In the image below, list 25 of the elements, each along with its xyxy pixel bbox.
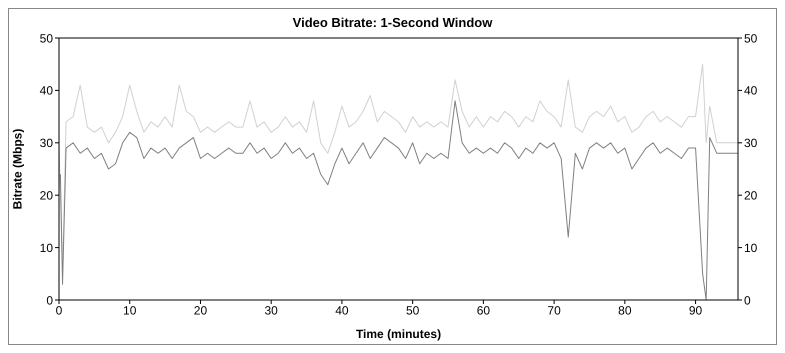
x-tick-label: 30 bbox=[264, 304, 278, 318]
y-tick-label: 40 bbox=[40, 84, 54, 98]
y2-tick-label: 30 bbox=[744, 136, 758, 150]
y2-tick-label: 20 bbox=[744, 188, 758, 202]
x-tick-label: 60 bbox=[476, 304, 490, 318]
y-tick-label: 50 bbox=[40, 31, 54, 46]
y-axis-title: Bitrate (Mbps) bbox=[10, 128, 24, 210]
y2-tick-label: 10 bbox=[744, 240, 758, 255]
y-tick-label: 10 bbox=[40, 240, 54, 255]
x-tick-label: 70 bbox=[547, 304, 562, 318]
y-tick-label: 20 bbox=[40, 188, 54, 202]
y-tick-label: 30 bbox=[40, 136, 54, 150]
y2-tick-label: 40 bbox=[744, 84, 758, 98]
x-axis-title: Time (minutes) bbox=[356, 327, 442, 341]
x-tick-label: 20 bbox=[194, 304, 208, 318]
x-tick-label: 50 bbox=[406, 304, 420, 318]
y-tick-label: 0 bbox=[46, 293, 54, 308]
x-tick-label: 80 bbox=[618, 304, 632, 318]
x-tick-label: 90 bbox=[688, 304, 703, 318]
x-tick-label: 0 bbox=[56, 304, 63, 318]
x-tick-label: 10 bbox=[123, 304, 137, 318]
chart-title: Video Bitrate: 1-Second Window bbox=[292, 15, 494, 30]
y2-tick-label: 0 bbox=[744, 293, 751, 308]
y2-tick-label: 50 bbox=[744, 31, 758, 46]
x-tick-label: 40 bbox=[335, 304, 349, 318]
